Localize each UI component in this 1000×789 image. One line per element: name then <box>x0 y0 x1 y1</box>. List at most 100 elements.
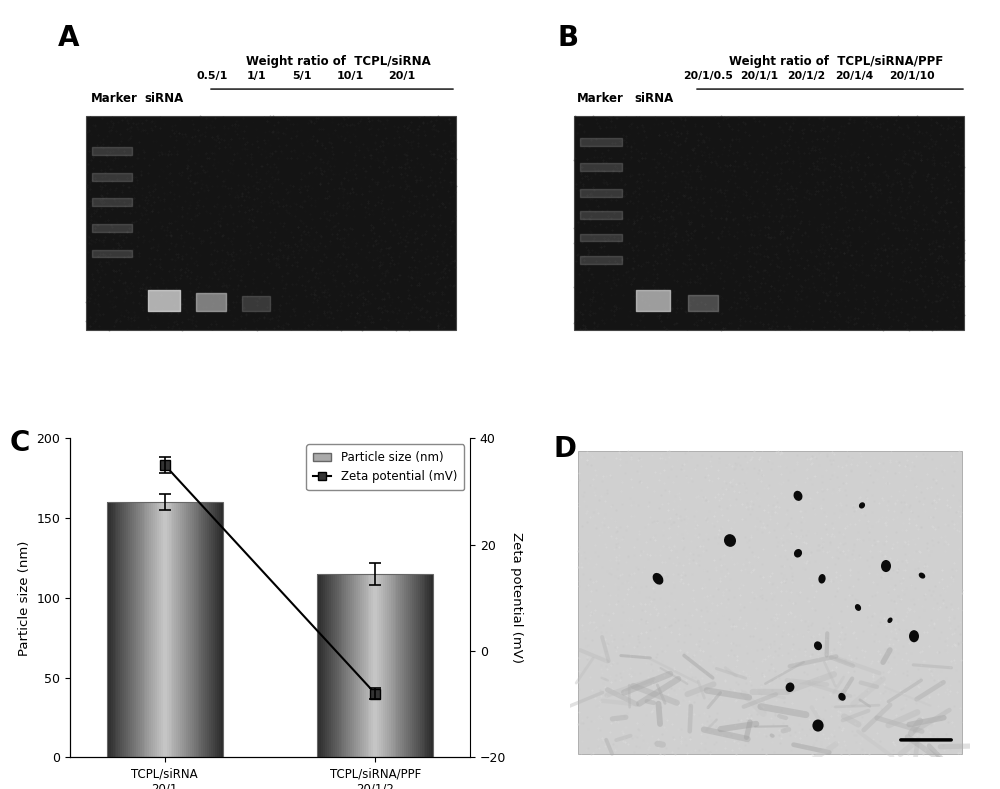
Bar <box>327 574 329 757</box>
Bar <box>381 574 383 757</box>
Ellipse shape <box>909 630 919 642</box>
Bar <box>341 574 342 757</box>
Bar <box>138 503 140 757</box>
Ellipse shape <box>814 641 822 650</box>
Bar <box>134 503 136 757</box>
Text: Weight ratio of  TCPL/siRNA: Weight ratio of TCPL/siRNA <box>246 55 430 69</box>
Bar <box>333 574 335 757</box>
Bar <box>111 503 113 757</box>
Bar <box>354 574 356 757</box>
Text: B: B <box>558 24 579 51</box>
Bar <box>368 574 369 757</box>
Bar <box>418 574 420 757</box>
Bar <box>159 503 161 757</box>
Text: siRNA: siRNA <box>144 92 184 105</box>
Bar <box>414 574 416 757</box>
Bar <box>124 503 126 757</box>
Bar <box>410 574 412 757</box>
Bar <box>163 503 165 757</box>
Bar <box>192 503 194 757</box>
Text: 0.5/1: 0.5/1 <box>196 71 228 81</box>
Bar <box>219 503 221 757</box>
Text: C: C <box>10 429 30 457</box>
Bar <box>377 574 379 757</box>
Bar <box>422 574 424 757</box>
Bar <box>198 503 199 757</box>
Bar <box>344 574 346 757</box>
Bar <box>149 503 151 757</box>
Bar <box>113 503 115 757</box>
Bar <box>387 574 389 757</box>
Bar <box>118 503 120 757</box>
Bar <box>412 574 414 757</box>
Ellipse shape <box>887 618 893 623</box>
Bar <box>171 503 172 757</box>
Bar <box>215 503 217 757</box>
Y-axis label: Zeta potential (mV): Zeta potential (mV) <box>510 533 523 664</box>
Ellipse shape <box>653 573 663 585</box>
Bar <box>358 574 360 757</box>
Bar <box>147 503 149 757</box>
Bar <box>385 574 387 757</box>
Bar <box>140 503 142 757</box>
Bar <box>155 503 157 757</box>
Y-axis label: Particle size (nm): Particle size (nm) <box>18 540 31 656</box>
Bar <box>429 574 431 757</box>
Bar <box>194 503 196 757</box>
Text: D: D <box>554 436 577 463</box>
Text: siRNA: siRNA <box>634 92 674 105</box>
Bar <box>352 574 354 757</box>
Ellipse shape <box>724 534 736 547</box>
Bar <box>408 574 410 757</box>
Bar <box>395 574 396 757</box>
Text: 20/1/2: 20/1/2 <box>787 71 825 81</box>
Bar <box>375 574 377 757</box>
Bar <box>356 574 358 757</box>
Bar <box>174 503 176 757</box>
Text: 5/1: 5/1 <box>292 71 312 81</box>
Bar <box>180 503 182 757</box>
Bar <box>317 574 433 757</box>
Bar <box>362 574 364 757</box>
Bar <box>157 503 159 757</box>
Bar <box>396 574 398 757</box>
Bar <box>425 574 427 757</box>
Bar <box>221 503 223 757</box>
Bar <box>120 503 122 757</box>
Bar <box>364 574 366 757</box>
Bar <box>379 574 381 757</box>
Bar <box>178 503 180 757</box>
Bar <box>420 574 422 757</box>
Bar <box>346 574 348 757</box>
Text: A: A <box>58 24 80 51</box>
Bar <box>107 503 223 757</box>
Ellipse shape <box>838 693 846 701</box>
Bar <box>393 574 395 757</box>
Bar <box>130 503 132 757</box>
Text: 20/1/10: 20/1/10 <box>889 71 935 81</box>
Bar <box>211 503 213 757</box>
Bar <box>424 574 425 757</box>
Bar <box>350 574 352 757</box>
Bar <box>329 574 331 757</box>
Bar <box>205 503 207 757</box>
Bar <box>369 574 371 757</box>
Bar <box>323 574 325 757</box>
Bar <box>404 574 406 757</box>
Ellipse shape <box>919 573 925 578</box>
Bar <box>167 503 169 757</box>
Bar <box>335 574 337 757</box>
Bar <box>188 503 190 757</box>
Bar <box>391 574 393 757</box>
Bar <box>153 503 155 757</box>
Bar <box>145 503 147 757</box>
Bar <box>161 503 163 757</box>
Bar <box>342 574 344 757</box>
Bar <box>116 503 118 757</box>
Bar <box>331 574 333 757</box>
Bar <box>132 503 134 757</box>
Bar <box>199 503 201 757</box>
Bar <box>115 503 116 757</box>
Bar <box>360 574 362 757</box>
Bar <box>337 574 339 757</box>
